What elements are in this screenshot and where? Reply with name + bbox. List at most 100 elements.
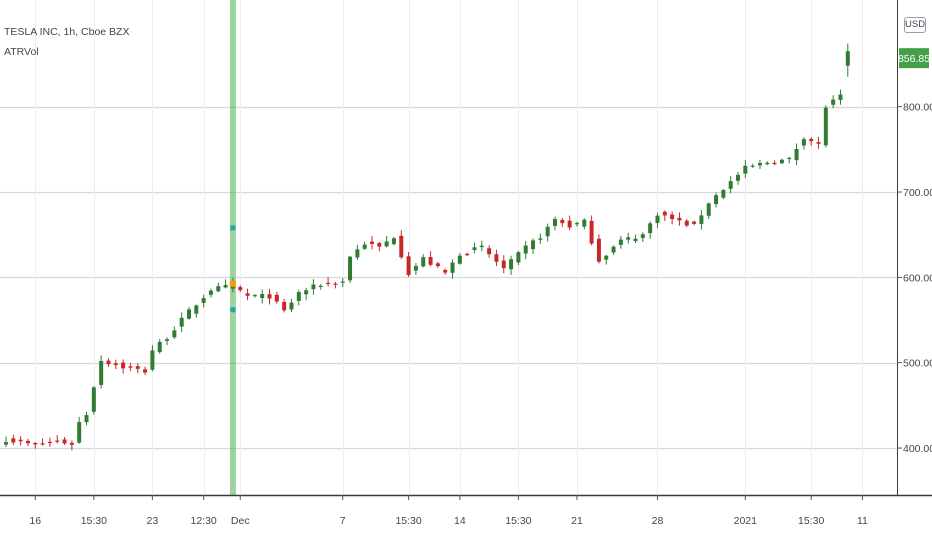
candle-body — [428, 257, 433, 265]
time-tick-label: 14 — [454, 515, 466, 527]
candle-body — [340, 281, 345, 283]
candle-body — [362, 244, 367, 249]
candle-body — [516, 252, 521, 263]
candle-body — [611, 246, 616, 253]
candle-body — [348, 256, 353, 281]
candle-body — [91, 387, 96, 412]
candle-body — [472, 247, 477, 251]
candle-body — [406, 256, 411, 275]
candle-body — [282, 301, 287, 311]
candle-body — [523, 245, 528, 254]
time-tick-label: 28 — [652, 515, 664, 527]
candle-body — [831, 99, 836, 105]
candle-body — [772, 162, 777, 165]
candle-body — [121, 362, 126, 369]
candle-body — [692, 221, 697, 224]
candle-body — [838, 94, 843, 100]
candle-body — [501, 260, 506, 269]
time-tick-label: 16 — [29, 515, 41, 527]
symbol-legend: TESLA INC, 1h, Cboe BZX — [4, 26, 130, 38]
candle-body — [736, 174, 740, 181]
candle-body — [779, 159, 784, 164]
candle-body — [55, 440, 60, 442]
candle-body — [494, 254, 499, 262]
candle-body — [443, 269, 448, 273]
candle-body — [699, 215, 704, 224]
candle-body — [260, 294, 265, 299]
candle-body — [531, 240, 536, 249]
candle-body — [311, 284, 316, 290]
candle-body — [391, 238, 396, 245]
price-tick-label: 800.00 — [903, 102, 932, 114]
atrvol-lower-marker — [230, 307, 236, 313]
candle-body — [194, 305, 199, 314]
candle-body — [567, 220, 572, 228]
candle-body — [450, 262, 455, 273]
candle-body — [69, 442, 74, 445]
price-tick-label: 400.00 — [903, 443, 932, 455]
candle-body — [618, 239, 623, 245]
time-tick-label: 11 — [857, 515, 868, 527]
candle-body — [677, 217, 682, 221]
candle-body — [728, 181, 733, 189]
candle-body — [582, 219, 587, 227]
time-tick-label: 15:30 — [395, 515, 421, 527]
last-price-label: 856.85 — [898, 53, 930, 65]
candle-body — [267, 294, 272, 299]
indicator-legend: ATRVol — [4, 46, 39, 58]
candle-body — [223, 284, 228, 288]
candle-body — [662, 211, 667, 216]
price-tick-label: 700.00 — [903, 187, 932, 199]
candle-body — [794, 149, 799, 161]
candle-body — [765, 162, 770, 165]
candle-body — [845, 51, 850, 66]
candle-body — [150, 350, 155, 370]
candle-body — [106, 360, 111, 365]
candle-body — [684, 220, 689, 226]
candle-body — [421, 257, 426, 267]
candle-body — [648, 223, 653, 234]
time-tick-label: 15:30 — [505, 515, 531, 527]
candle-body — [4, 442, 8, 445]
candle-body — [18, 439, 23, 442]
candle-body — [487, 248, 492, 255]
candle-body — [457, 255, 462, 264]
candle-body — [714, 195, 719, 205]
highlight-column-band — [229, 0, 236, 495]
candle-body — [757, 162, 762, 166]
candle-body — [33, 442, 38, 445]
highlight-column — [229, 0, 236, 495]
candle-body — [589, 220, 594, 244]
candle-body — [77, 422, 82, 443]
candle-body — [25, 440, 30, 444]
time-tick-label: 2021 — [734, 515, 758, 527]
candle-body — [274, 294, 279, 302]
candle-body — [816, 142, 821, 144]
candle-body — [216, 286, 221, 292]
candle-body — [113, 363, 118, 366]
candle-body — [252, 295, 257, 297]
candle-body — [326, 282, 331, 285]
candle-body — [47, 441, 52, 444]
candle-body — [128, 366, 133, 368]
candle-body — [706, 203, 711, 216]
candle-body — [62, 439, 67, 444]
currency-badge[interactable]: USD — [904, 17, 926, 33]
candle-body — [435, 263, 440, 267]
candle-body — [787, 157, 792, 160]
candle-body — [304, 290, 309, 295]
candle-body — [633, 238, 638, 242]
candle-body — [750, 165, 755, 167]
last-price-tag — [899, 48, 929, 69]
price-tick-label: 500.00 — [903, 358, 932, 370]
candle-body — [823, 107, 828, 146]
candle-body — [370, 241, 374, 244]
candle-body — [743, 165, 748, 174]
atrvol-signal-marker — [229, 280, 236, 287]
time-tick-label: 12:30 — [190, 515, 216, 527]
candle-body — [574, 223, 579, 225]
candles — [4, 43, 850, 451]
candle-body — [296, 292, 301, 301]
